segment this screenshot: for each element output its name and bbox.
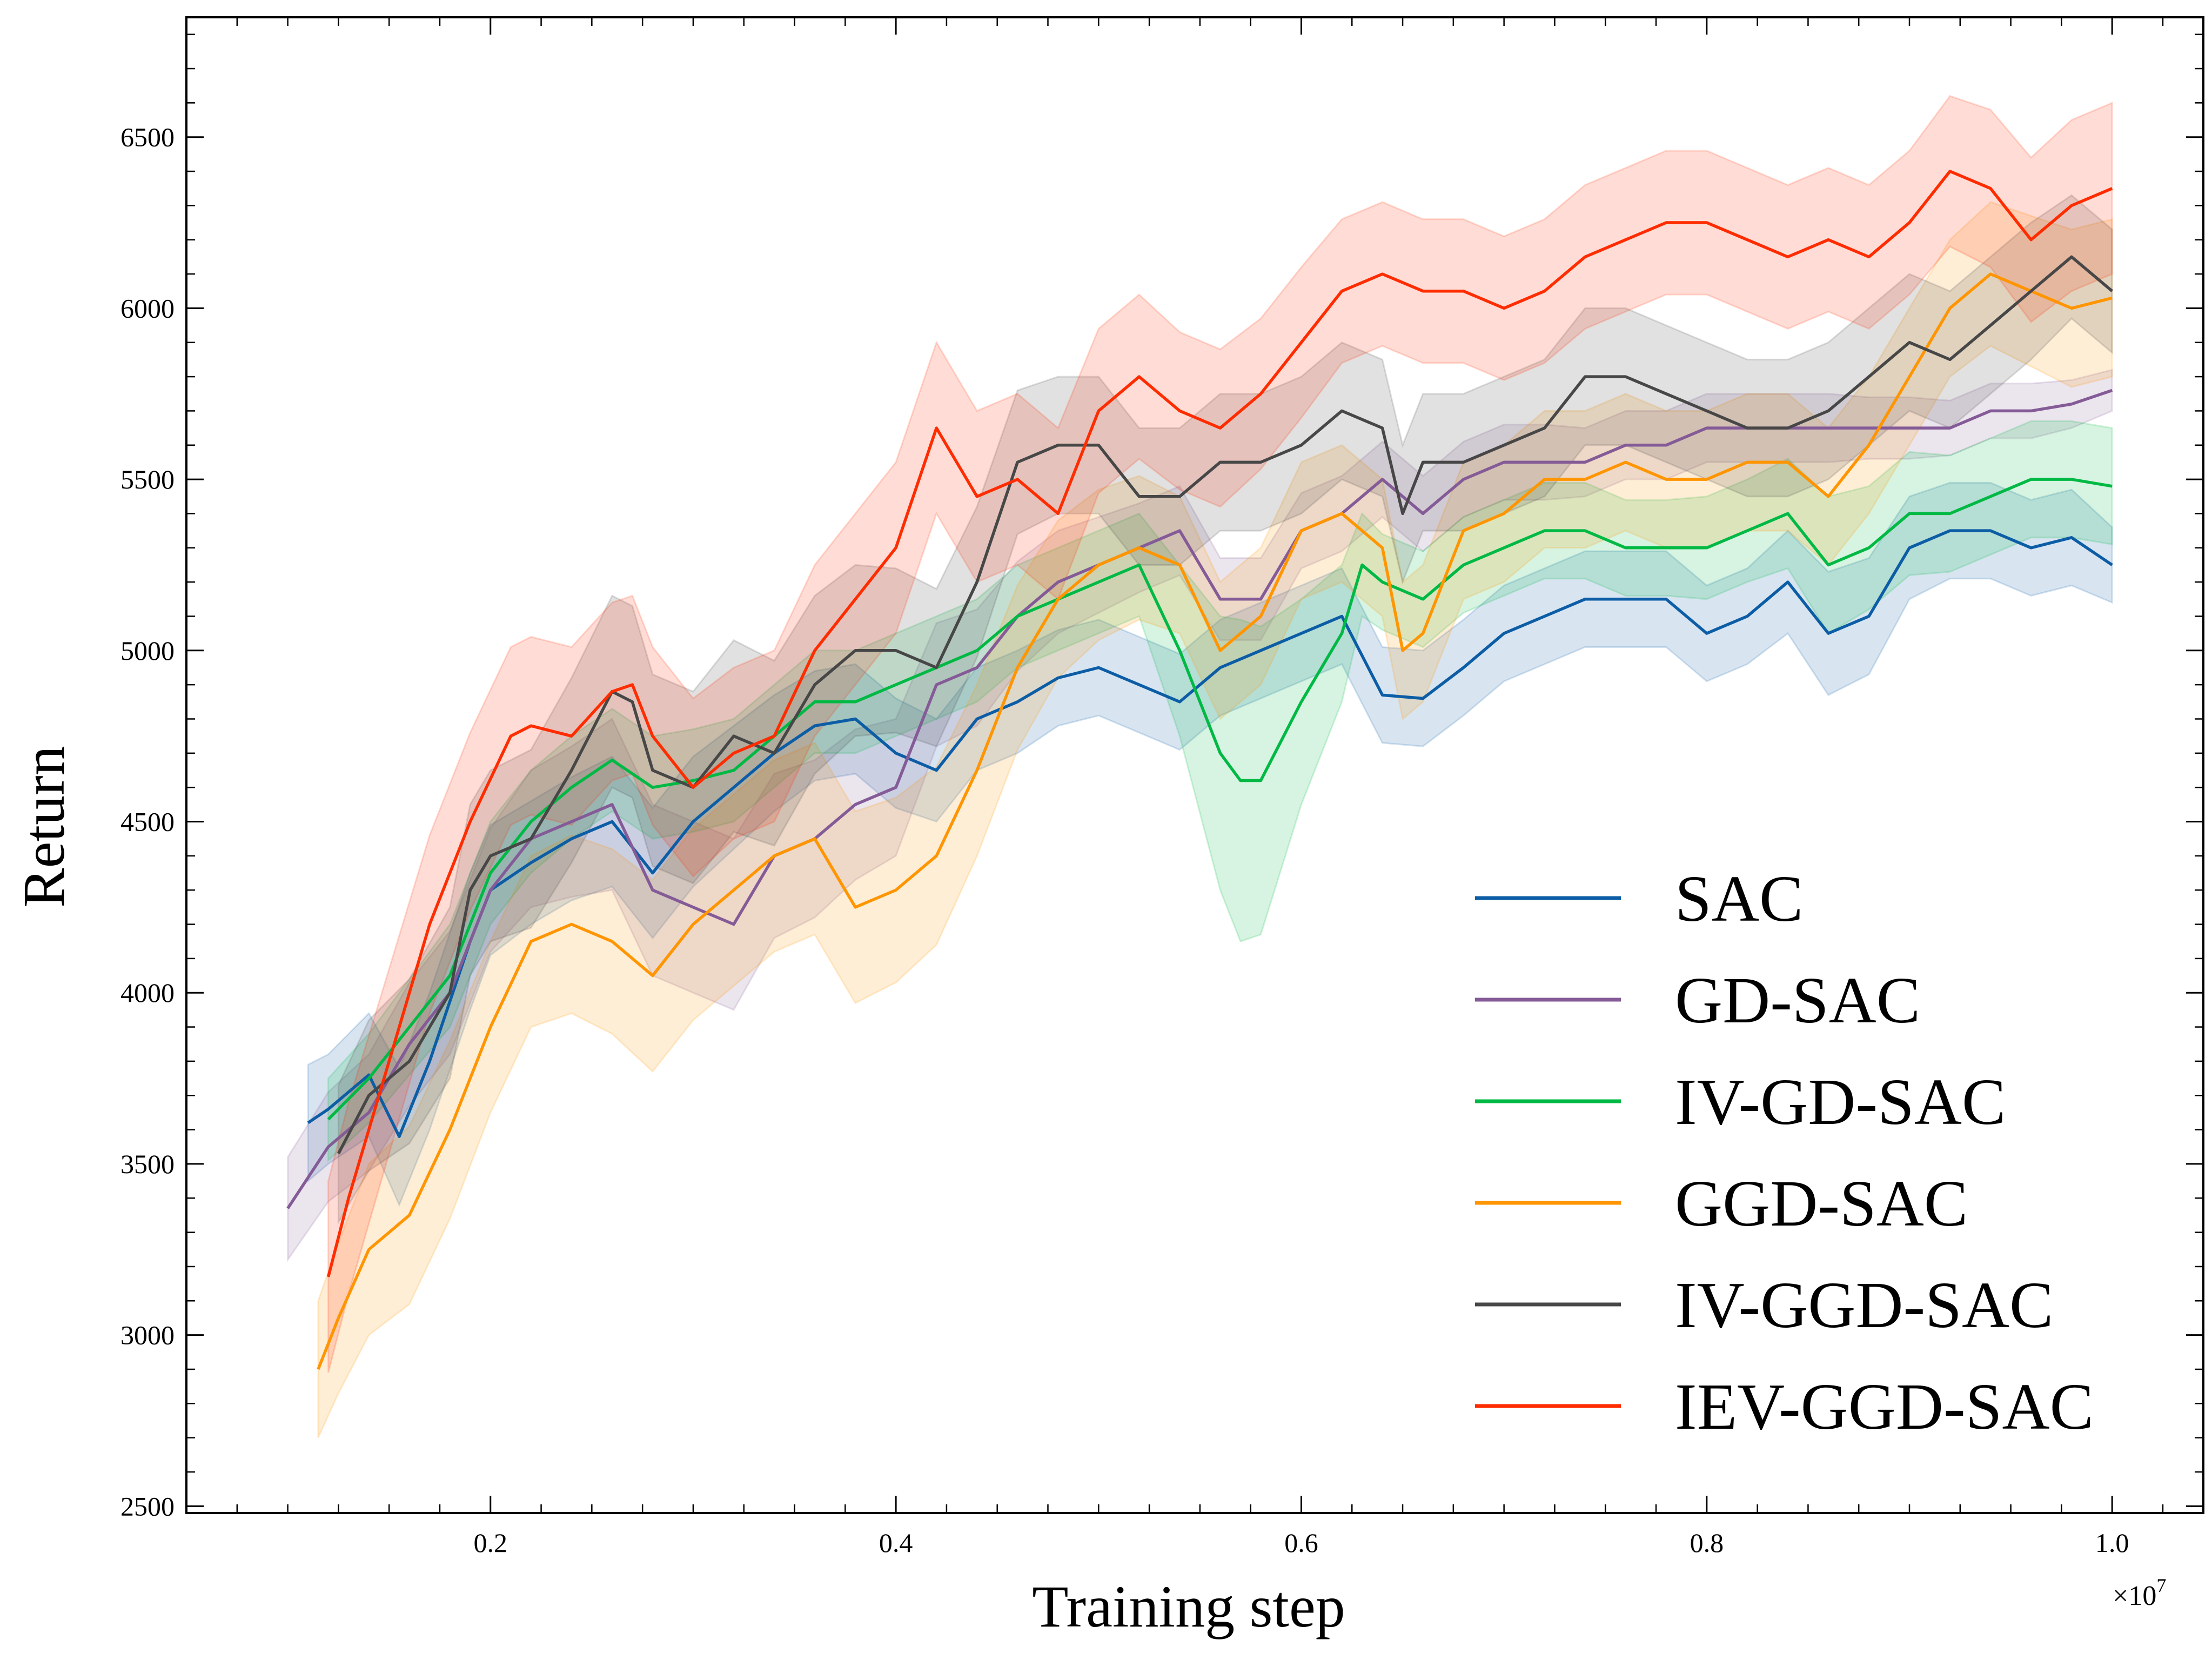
y-tick-label: 3500 (120, 1149, 175, 1179)
series-line-sac (307, 529, 2113, 1138)
x-axis-title: Training step (1032, 1574, 1345, 1639)
axis-ticks (186, 17, 2203, 1513)
series-line-gd-sac (286, 389, 2113, 1209)
y-tick-label: 6000 (120, 293, 175, 323)
confidence-bands (287, 95, 2113, 1438)
band-iv-gd-sac (327, 420, 2113, 1163)
x-tick-label: 0.2 (474, 1528, 508, 1558)
band-ggd-sac (317, 201, 2113, 1438)
x-axis-exponent: ×107 (2113, 1575, 2166, 1611)
legend-label-iv-gd-sac: IV-GD-SAC (1675, 1066, 2006, 1139)
legend-label-gd-sac: GD-SAC (1675, 964, 1920, 1037)
legend-label-ggd-sac: GGD-SAC (1675, 1167, 1968, 1240)
x-tick-label: 1.0 (2095, 1528, 2129, 1558)
y-tick-label: 6500 (120, 122, 175, 152)
x-axis-exponent-base: ×10 (2113, 1581, 2156, 1611)
band-iv-ggd-sac (337, 194, 2113, 1226)
plot-frame (185, 16, 2204, 1514)
x-tick-label: 0.8 (1690, 1528, 1724, 1558)
y-tick-label: 5000 (120, 635, 175, 666)
series-line-iv-gd-sac (327, 478, 2113, 1121)
series-lines (286, 170, 2113, 1370)
series-line-iev-ggd-sac (326, 170, 2113, 1277)
series-line-ggd-sac (317, 272, 2113, 1370)
band-sac (307, 481, 2113, 1207)
legend-label-iev-ggd-sac: IEV-GGD-SAC (1675, 1370, 2094, 1443)
y-tick-label: 4000 (120, 978, 175, 1008)
series-line-iv-ggd-sac (337, 255, 2113, 1155)
y-tick-label: 5500 (120, 464, 175, 494)
legend: SAC GD-SAC IV-GD-SAC GGD-SAC IV-GGD-SAC IEV-G… (1475, 862, 2094, 1443)
x-axis-exponent-power: 7 (2156, 1575, 2166, 1596)
legend-label-sac: SAC (1675, 862, 1803, 935)
legend-label-iv-ggd-sac: IV-GGD-SAC (1675, 1269, 2053, 1342)
axis-tick-labels: 0.2 0.4 0.6 0.8 1.0 2500 3000 3500 4000 4500 5000 5… (120, 122, 2129, 1558)
y-tick-label: 4500 (120, 807, 175, 837)
y-tick-label: 2500 (120, 1491, 175, 1521)
x-tick-label: 0.6 (1284, 1528, 1318, 1558)
y-tick-label: 3000 (120, 1320, 175, 1350)
x-tick-label: 0.4 (879, 1528, 913, 1558)
y-axis-title: Return (11, 746, 77, 907)
band-gd-sac (287, 369, 2113, 1263)
